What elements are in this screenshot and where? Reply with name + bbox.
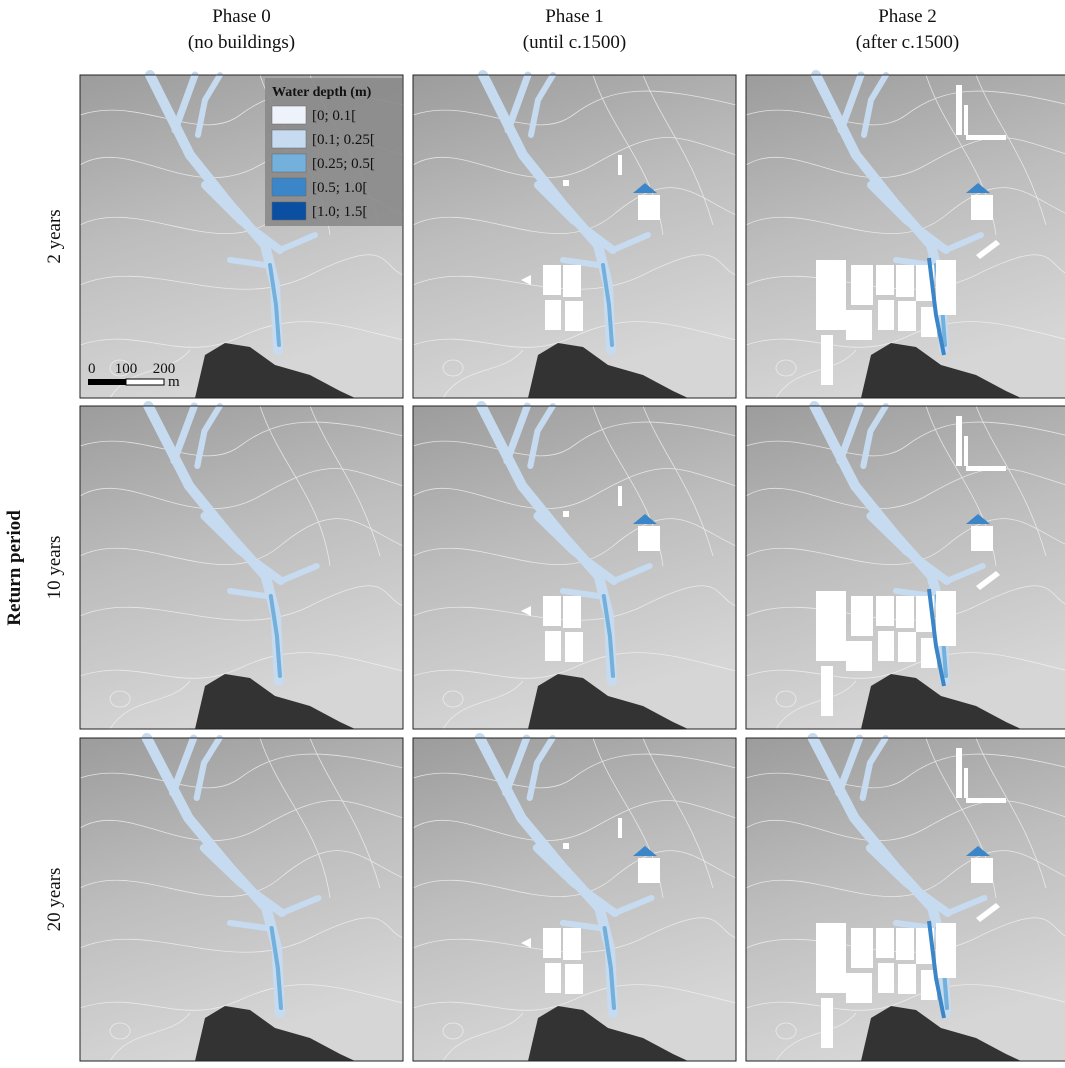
map-panel — [80, 406, 403, 729]
terrain — [746, 738, 1065, 1061]
terrain — [413, 738, 736, 1061]
scale-unit: m — [168, 374, 180, 390]
legend-label: [0.5; 1.0[ — [312, 180, 367, 196]
terrain — [413, 75, 736, 398]
column-title: Phase 2 — [878, 6, 937, 27]
legend-label: [0.1; 0.25[ — [312, 132, 375, 148]
legend-label: [0.25; 0.5[ — [312, 156, 375, 172]
scale-label: 0 — [88, 361, 96, 377]
map-panel — [746, 75, 1065, 398]
legend-swatch — [272, 202, 306, 220]
terrain — [746, 75, 1065, 398]
column-title: Phase 0 — [212, 6, 271, 27]
terrain — [80, 738, 403, 1061]
terrain — [746, 406, 1065, 729]
legend-swatch — [272, 130, 306, 148]
legend-swatch — [272, 154, 306, 172]
figure: Return period Phase 0 (no buildings) Phase… — [0, 0, 1065, 1063]
row-label: 2 years — [44, 209, 65, 263]
column-subtitle: (after c.1500) — [856, 32, 959, 53]
column-subtitle: (until c.1500) — [523, 32, 626, 53]
row-axis-title: Return period — [4, 510, 25, 626]
legend-swatch — [272, 178, 306, 196]
row-label: 10 years — [44, 536, 65, 600]
map-grid — [80, 75, 1065, 1061]
scale-bar — [126, 379, 164, 385]
scale-bar — [88, 379, 126, 385]
row-label: 20 years — [44, 868, 65, 932]
scale-label: 100 — [115, 361, 138, 377]
legend-label: [1.0; 1.5[ — [312, 204, 367, 220]
legend-label: [0; 0.1[ — [312, 108, 356, 124]
map-panel — [80, 738, 403, 1061]
terrain — [80, 406, 403, 729]
map-panel — [413, 75, 736, 398]
map-panel — [413, 738, 736, 1061]
legend-swatch — [272, 106, 306, 124]
legend-title: Water depth (m) — [272, 85, 372, 100]
map-panel — [746, 738, 1065, 1061]
terrain — [413, 406, 736, 729]
map-panel — [413, 406, 736, 729]
column-title: Phase 1 — [545, 6, 604, 27]
column-subtitle: (no buildings) — [188, 32, 295, 53]
map-panel — [746, 406, 1065, 729]
